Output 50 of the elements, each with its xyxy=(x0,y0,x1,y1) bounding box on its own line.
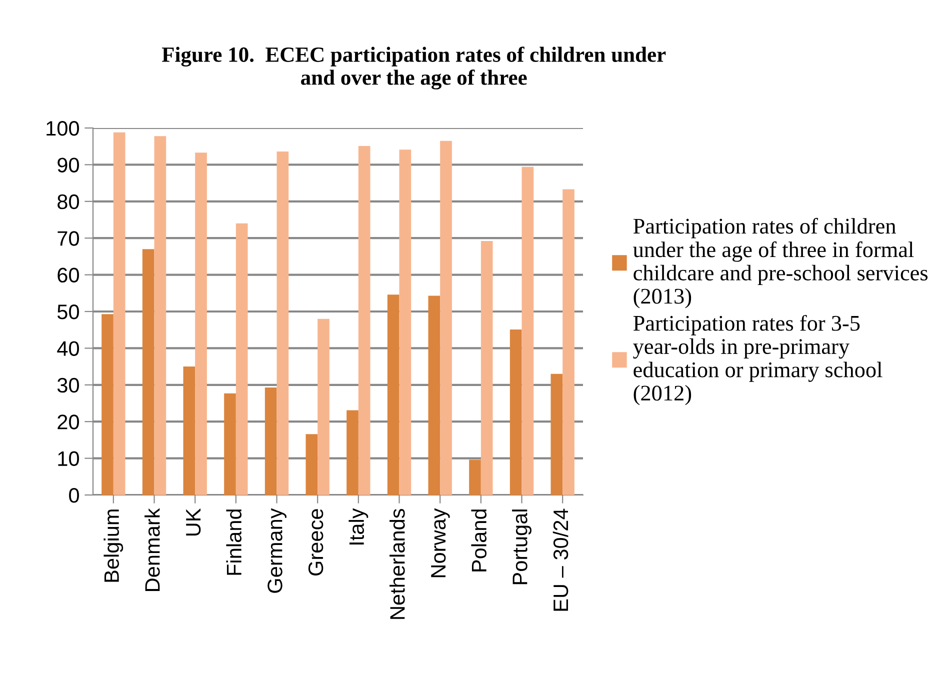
x-tick-label: EU – 30/24 xyxy=(552,508,568,611)
bar xyxy=(113,132,126,495)
bar xyxy=(428,296,440,495)
y-tick-label: 90 xyxy=(58,158,79,172)
y-tick-label: 80 xyxy=(58,194,79,210)
bar xyxy=(142,249,154,495)
bar xyxy=(183,366,196,495)
bar xyxy=(264,387,277,495)
bar xyxy=(550,374,563,495)
x-tick-label: Italy xyxy=(348,508,368,544)
x-tick-label: Finland xyxy=(226,510,242,575)
y-tick-label: 50 xyxy=(57,304,79,320)
bar xyxy=(440,140,452,495)
bar xyxy=(510,329,522,495)
bar xyxy=(399,150,412,495)
x-tick-label: Portugal xyxy=(512,510,532,584)
x-tick-label: Germany xyxy=(268,508,286,593)
bar xyxy=(306,434,318,495)
bar xyxy=(480,241,493,495)
x-tick-label: Greece xyxy=(308,509,324,576)
chart-title: Figure 10. ECEC participation rates of children under and over the age of three xyxy=(162,46,666,90)
y-tick-label: 100 xyxy=(46,121,79,136)
bar xyxy=(318,318,330,495)
y-tick-label: 10 xyxy=(58,451,79,466)
x-tick-label: Belgium xyxy=(104,510,124,582)
bar xyxy=(346,410,358,495)
y-tick-label: 70 xyxy=(58,231,79,246)
bar xyxy=(276,151,289,495)
bar xyxy=(236,223,248,495)
y-tick-label: 20 xyxy=(58,414,79,430)
legend-label: Participation rates for 3-5 year-olds in pre-primary education or primary school (2012) xyxy=(633,314,882,406)
y-tick-label: 30 xyxy=(57,378,79,393)
bar xyxy=(154,136,166,495)
y-tick-label: 0 xyxy=(69,488,79,503)
x-tick-label: Norway xyxy=(431,508,450,578)
legend-label: Participation rates of children under the age of three in formal childcare and pre-school services (2013) xyxy=(633,218,928,308)
bar xyxy=(102,314,114,495)
bar xyxy=(358,146,370,495)
x-tick-label: Netherlands xyxy=(390,508,405,619)
y-tick-label: 40 xyxy=(57,341,79,356)
bar xyxy=(224,393,236,495)
bar xyxy=(387,294,400,495)
y-tick-label: 60 xyxy=(58,268,79,283)
bar xyxy=(195,152,207,495)
bar xyxy=(522,166,534,495)
bar xyxy=(562,189,574,495)
bar xyxy=(469,460,481,495)
x-tick-label: Denmark xyxy=(144,508,160,591)
x-tick-label: UK xyxy=(186,508,201,536)
x-tick-label: Poland xyxy=(471,510,487,572)
